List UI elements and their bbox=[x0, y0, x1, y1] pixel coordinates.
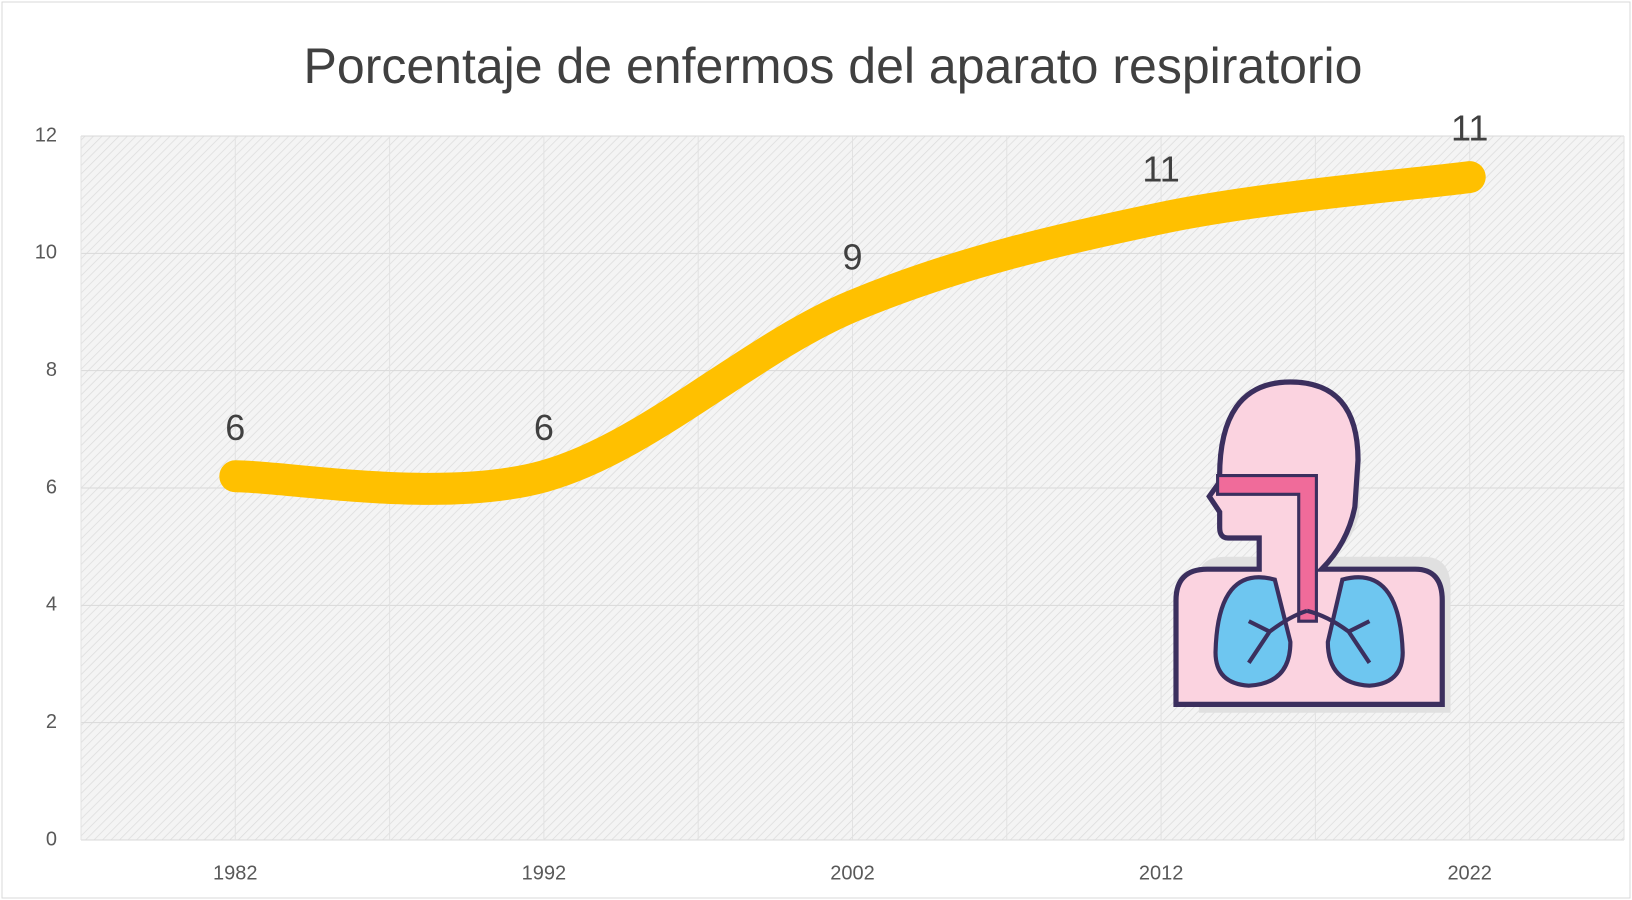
y-tick-label: 4 bbox=[46, 594, 57, 616]
chart: Porcentaje de enfermos del aparato respi… bbox=[0, 0, 1632, 900]
chart-title: Porcentaje de enfermos del aparato respi… bbox=[304, 38, 1363, 94]
y-tick-label: 12 bbox=[35, 124, 57, 146]
y-tick-label: 8 bbox=[46, 359, 57, 381]
y-tick-label: 6 bbox=[46, 476, 57, 498]
y-tick-label: 0 bbox=[46, 828, 57, 850]
data-label: 9 bbox=[842, 237, 862, 278]
x-tick-label: 2012 bbox=[1139, 862, 1184, 884]
y-tick-label: 2 bbox=[46, 711, 57, 733]
y-tick-label: 10 bbox=[35, 242, 57, 264]
x-tick-label: 2022 bbox=[1447, 862, 1492, 884]
x-tick-label: 1982 bbox=[213, 862, 258, 884]
data-label: 11 bbox=[1451, 108, 1488, 149]
x-tick-label: 1992 bbox=[522, 862, 567, 884]
data-label: 6 bbox=[225, 407, 245, 448]
data-label: 11 bbox=[1142, 149, 1179, 190]
data-label: 6 bbox=[534, 407, 554, 448]
x-tick-label: 2002 bbox=[830, 862, 875, 884]
